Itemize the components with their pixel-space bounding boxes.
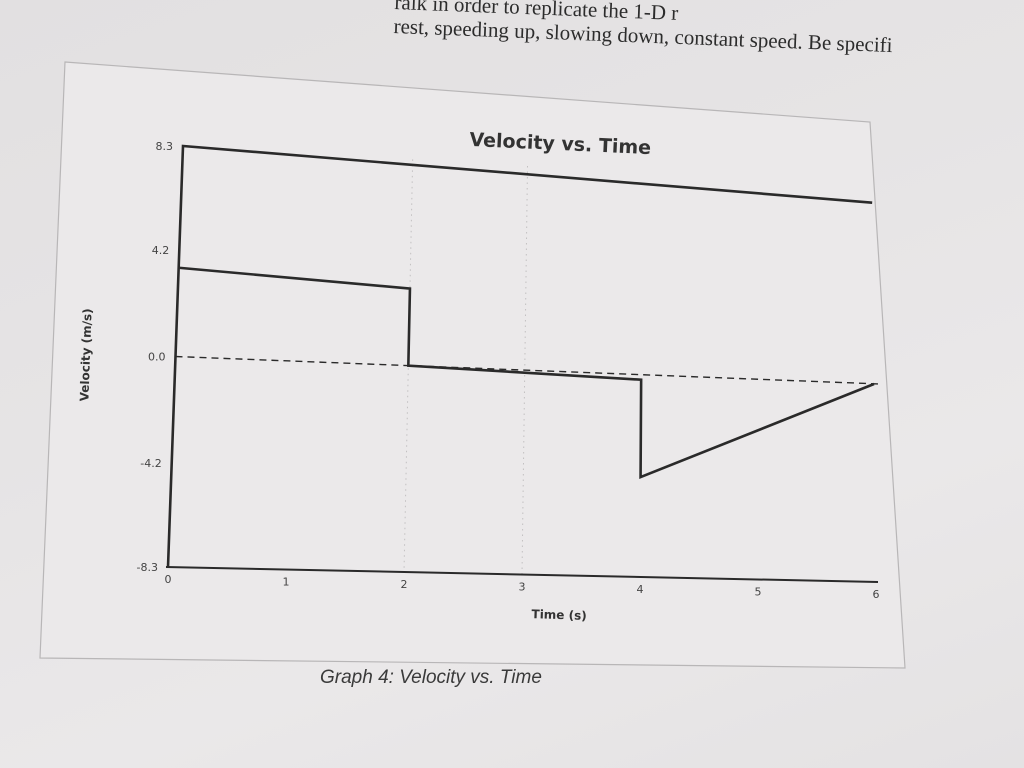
x-tick-label: 2 xyxy=(401,578,408,591)
tick-label-layer: 0 1 2 3 4 5 6 8.3 4.2 0.0 -4.2 -8.3 xyxy=(137,140,880,601)
x-tick-label: 3 xyxy=(519,581,526,594)
x-axis-line xyxy=(165,566,879,583)
x-tick-label: 1 xyxy=(283,576,290,589)
y-axis-label: Velocity (m/s) xyxy=(77,308,94,402)
figure-frame xyxy=(39,61,906,669)
x-tick-label: 4 xyxy=(637,583,644,596)
y-tick-label: -4.2 xyxy=(140,457,161,470)
zero-reference-line xyxy=(175,355,881,385)
x-tick-label: 0 xyxy=(165,573,172,586)
figure-caption: Graph 4: Velocity vs. Time xyxy=(320,667,542,688)
series-line-2 xyxy=(178,266,875,480)
chart-group: 0 1 2 3 4 5 68.34.20.0-4.2-8.3 Velocity vs. Ti… xyxy=(77,129,881,623)
x-tick-label: 6 xyxy=(873,588,880,601)
y-tick-label: 4.2 xyxy=(152,244,170,257)
series-line-1 xyxy=(166,144,873,568)
y-tick-label: 8.3 xyxy=(156,140,174,153)
x-axis-label: Time (s) xyxy=(531,607,587,623)
y-tick-label: -8.3 xyxy=(137,561,158,574)
y-tick-label: 0.0 xyxy=(148,351,166,364)
series-layer xyxy=(166,144,875,568)
axes-layer xyxy=(165,355,881,583)
x-tick-label: 5 xyxy=(755,586,762,599)
